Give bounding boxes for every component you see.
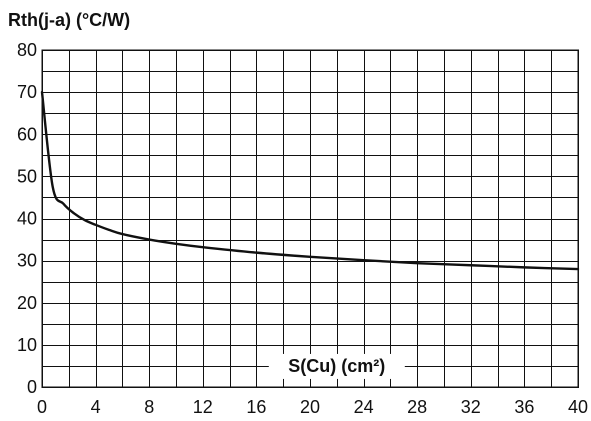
x-tick-label: 32 xyxy=(461,397,481,417)
y-tick-label: 40 xyxy=(17,209,37,229)
x-tick-label: 16 xyxy=(246,397,266,417)
x-axis-label: S(Cu) (cm²) xyxy=(288,356,385,376)
x-tick-label: 28 xyxy=(407,397,427,417)
y-axis-label: Rth(j-a) (°C/W) xyxy=(8,10,130,30)
y-axis-ticks: 0 10 20 30 40 50 60 70 80 xyxy=(17,40,37,397)
y-tick-label: 70 xyxy=(17,82,37,102)
x-tick-label: 0 xyxy=(37,397,47,417)
x-tick-label: 24 xyxy=(354,397,374,417)
x-tick-label: 12 xyxy=(193,397,213,417)
x-tick-label: 8 xyxy=(144,397,154,417)
x-tick-label: 20 xyxy=(300,397,320,417)
x-tick-label: 40 xyxy=(568,397,588,417)
y-tick-label: 20 xyxy=(17,293,37,313)
x-axis-label-background xyxy=(268,353,405,379)
y-tick-label: 10 xyxy=(17,335,37,355)
rth-curve-line xyxy=(40,90,580,271)
y-tick-label: 0 xyxy=(27,377,37,397)
x-axis-ticks: 0 4 8 12 16 20 24 28 32 36 40 xyxy=(37,397,588,417)
x-tick-label: 4 xyxy=(91,397,101,417)
x-tick-label: 36 xyxy=(514,397,534,417)
chart-grid xyxy=(42,50,579,388)
y-tick-label: 30 xyxy=(17,251,37,271)
y-tick-label: 80 xyxy=(17,40,37,60)
y-tick-label: 50 xyxy=(17,166,37,186)
plot-frame xyxy=(41,49,579,388)
y-tick-label: 60 xyxy=(17,124,37,144)
